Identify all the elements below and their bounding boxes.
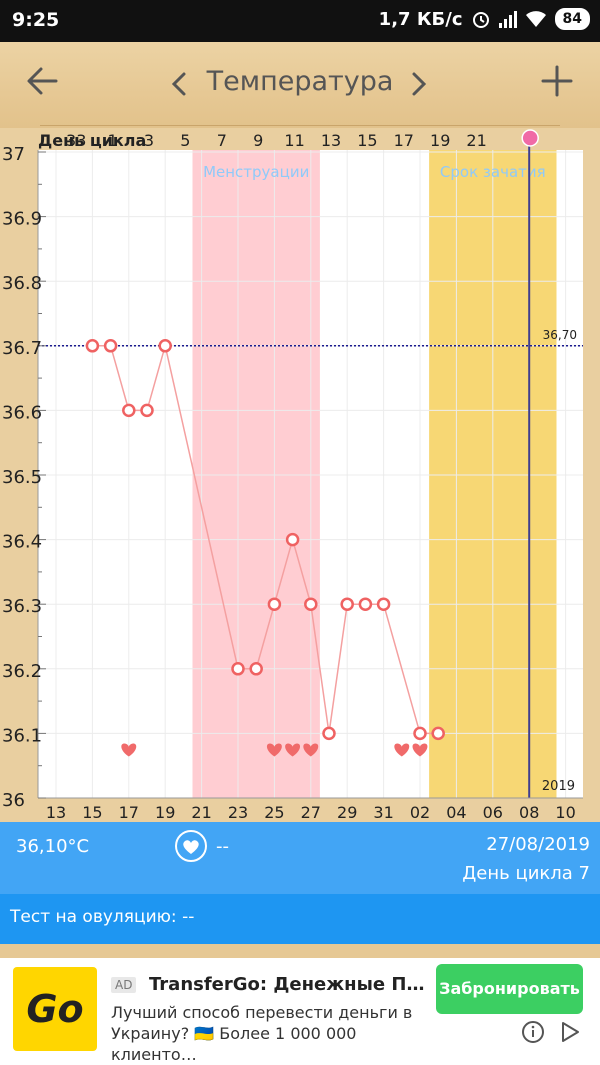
info-icon[interactable] (521, 1020, 545, 1044)
bottom-axis-label: 25 (264, 803, 284, 822)
series-line-0 (92, 345, 439, 735)
top-axis-label: 7 (217, 131, 227, 150)
bottom-axis-label: 19 (155, 803, 175, 822)
y-tick-label: 37 (2, 144, 25, 165)
heart-marker-icon (266, 743, 282, 757)
alarm-icon (472, 12, 489, 28)
heart-marker-icon (303, 743, 319, 757)
battery-icon: 84 (554, 8, 590, 30)
cycle-day-label: День цикла 7 (462, 863, 590, 884)
data-point (85, 339, 100, 353)
top-axis-label: 19 (430, 131, 450, 150)
data-point (231, 662, 245, 676)
reference-line-label: 36,70 (543, 328, 577, 342)
data-point (376, 597, 391, 611)
bottom-axis-label: 06 (483, 803, 503, 822)
top-axis-label: 15 (357, 131, 377, 150)
heart-marker-icon (394, 743, 410, 757)
ad-cta-button[interactable]: Забронировать (436, 964, 583, 1014)
year-label: 2019 (542, 779, 575, 794)
ad-choices-icon[interactable] (558, 1020, 582, 1044)
data-point (304, 597, 318, 611)
intercourse-value: -- (216, 836, 229, 857)
bottom-axis-label: 23 (228, 803, 248, 822)
today-marker-icon (521, 129, 539, 147)
y-tick-label: 36.8 (2, 273, 42, 294)
band-label-1: Срок зачатия (440, 163, 546, 181)
y-tick-label: 36.1 (2, 725, 42, 746)
y-tick-label: 36.3 (2, 596, 42, 617)
ad-text[interactable]: Лучший способ перевести деньги в Украину… (111, 1003, 413, 1064)
data-point (322, 726, 336, 741)
temperature-chart[interactable]: Менструации Срок зачатия 36,70 37 36.9 36.8 36… (0, 128, 600, 822)
y-tick-label: 36.9 (2, 209, 42, 230)
ad-logo[interactable]: Go (13, 967, 97, 1051)
top-axis-label: 33 (66, 131, 86, 150)
temperature-value: 36,10°C (16, 836, 90, 857)
y-tick-label: 36.4 (2, 532, 42, 553)
top-axis-label: 3 (144, 131, 154, 150)
heart-icon[interactable] (175, 830, 207, 862)
signal-icon (498, 10, 517, 28)
bottom-axis-label: 27 (301, 803, 321, 822)
bottom-axis-label: 29 (337, 803, 357, 822)
top-axis-title: День цикла (38, 131, 146, 150)
bottom-axis-label: 13 (46, 803, 66, 822)
top-axis-label: 1 (108, 131, 118, 150)
bottom-axis-label: 04 (446, 803, 466, 822)
status-bar: 9:25 1,7 КБ/с 84 (0, 0, 600, 42)
y-tick-label: 36.2 (2, 661, 42, 682)
data-point (431, 726, 445, 741)
wifi-icon (525, 11, 546, 27)
bottom-axis-label: 17 (119, 803, 139, 822)
ad-title[interactable]: TransferGo: Денежные Пере… (149, 974, 429, 995)
status-time: 9:25 (12, 9, 60, 31)
heart-marker-icon (285, 743, 301, 757)
heart-marker-icon (412, 743, 428, 757)
data-point (249, 662, 263, 676)
top-axis-label: 21 (466, 131, 486, 150)
top-axis-label: 11 (284, 131, 304, 150)
app-header: Температура (0, 42, 600, 128)
top-axis-label: 13 (321, 131, 341, 150)
add-plus-icon[interactable] (540, 64, 574, 98)
y-tick-label: 36.6 (2, 402, 42, 423)
y-tick-label: 36 (2, 790, 25, 811)
bottom-axis-label: 15 (82, 803, 102, 822)
previous-chevron-icon[interactable] (170, 70, 188, 98)
band-label-0: Менструации (203, 163, 309, 181)
bottom-axis-label: 10 (555, 803, 575, 822)
selected-date: 27/08/2019 (486, 834, 590, 855)
ovulation-test-label: Тест на овуляцию: -- (10, 907, 195, 927)
bottom-axis-label: 21 (191, 803, 211, 822)
selected-day-info[interactable]: 36,10°C -- 27/08/2019 День цикла 7 (0, 822, 600, 894)
data-point (103, 339, 118, 353)
band-0 (192, 150, 320, 798)
temperature-chart-svg[interactable]: Менструации Срок зачатия36,703736.936.836… (0, 128, 600, 822)
next-chevron-icon[interactable] (410, 70, 428, 98)
network-speed: 1,7 КБ/с (378, 8, 463, 30)
top-axis-label: 9 (253, 131, 263, 150)
heart-marker-icon (121, 743, 137, 757)
data-point (340, 597, 354, 611)
ad-badge: AD (111, 977, 137, 993)
bottom-axis-label: 08 (519, 803, 539, 822)
y-tick-label: 36.5 (2, 467, 42, 488)
data-point (358, 597, 373, 611)
page-title: Температура (206, 66, 394, 97)
ad-banner[interactable]: Go AD TransferGo: Денежные Пере… Лучший … (0, 944, 600, 1065)
top-axis-label: 17 (394, 131, 414, 150)
data-point (413, 726, 427, 741)
y-tick-label: 36.7 (2, 338, 42, 359)
ovulation-test-bar[interactable]: Тест на овуляцию: -- (0, 894, 600, 944)
top-axis-label: 5 (180, 131, 190, 150)
back-arrow-icon[interactable] (26, 64, 60, 98)
data-point (140, 403, 154, 418)
data-point (267, 597, 282, 611)
data-point (158, 339, 172, 353)
data-point (285, 532, 300, 547)
data-point (122, 403, 136, 418)
bottom-axis-label: 31 (373, 803, 393, 822)
bottom-axis-label: 02 (410, 803, 430, 822)
